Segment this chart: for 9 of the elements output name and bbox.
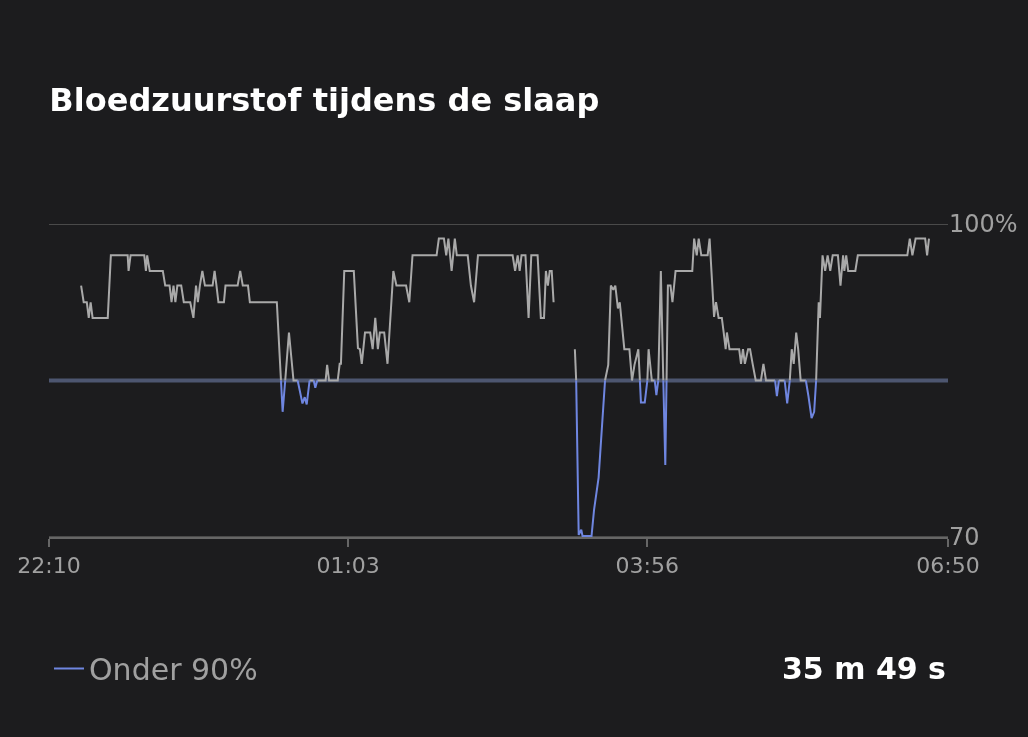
- x-tick-label: 01:03: [316, 553, 380, 579]
- y-tick-label: 100%: [949, 210, 1018, 239]
- x-tick-label: 03:56: [615, 553, 679, 579]
- x-tick-label: 22:10: [17, 553, 81, 579]
- legend-label: Onder 90%: [89, 652, 258, 688]
- y-tick-label: 70: [949, 523, 980, 552]
- x-tick-label: 06:50: [916, 553, 980, 579]
- text: 35 m 49 s: [782, 651, 946, 686]
- chart-title: Bloedzuurstof tijdens de slaap: [49, 81, 600, 120]
